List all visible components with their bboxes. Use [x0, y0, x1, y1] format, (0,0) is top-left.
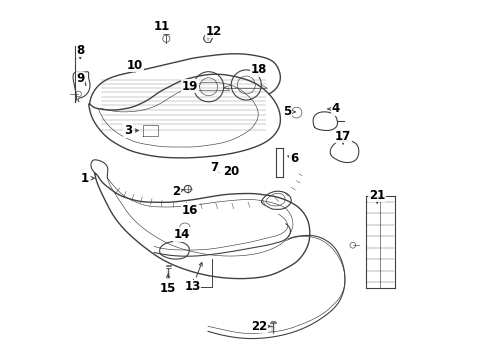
Text: 10: 10	[127, 59, 143, 72]
Text: 14: 14	[173, 228, 189, 241]
Text: 7: 7	[209, 161, 219, 174]
Text: 13: 13	[184, 262, 202, 293]
Text: 1: 1	[81, 172, 94, 185]
Text: 21: 21	[368, 189, 385, 203]
Text: 3: 3	[123, 124, 138, 137]
Text: 12: 12	[205, 25, 222, 38]
Text: 20: 20	[223, 165, 239, 177]
Text: 8: 8	[76, 44, 84, 59]
Text: 11: 11	[154, 20, 170, 33]
Text: 22: 22	[250, 320, 270, 333]
Text: 17: 17	[334, 130, 350, 144]
Text: 6: 6	[287, 152, 298, 165]
Text: 15: 15	[159, 274, 175, 295]
Text: 4: 4	[327, 103, 339, 116]
Text: 18: 18	[250, 63, 266, 76]
Text: 16: 16	[182, 204, 198, 217]
Text: 2: 2	[172, 185, 183, 198]
Text: 5: 5	[282, 105, 295, 118]
Text: 19: 19	[182, 80, 199, 93]
Text: 9: 9	[76, 72, 86, 85]
